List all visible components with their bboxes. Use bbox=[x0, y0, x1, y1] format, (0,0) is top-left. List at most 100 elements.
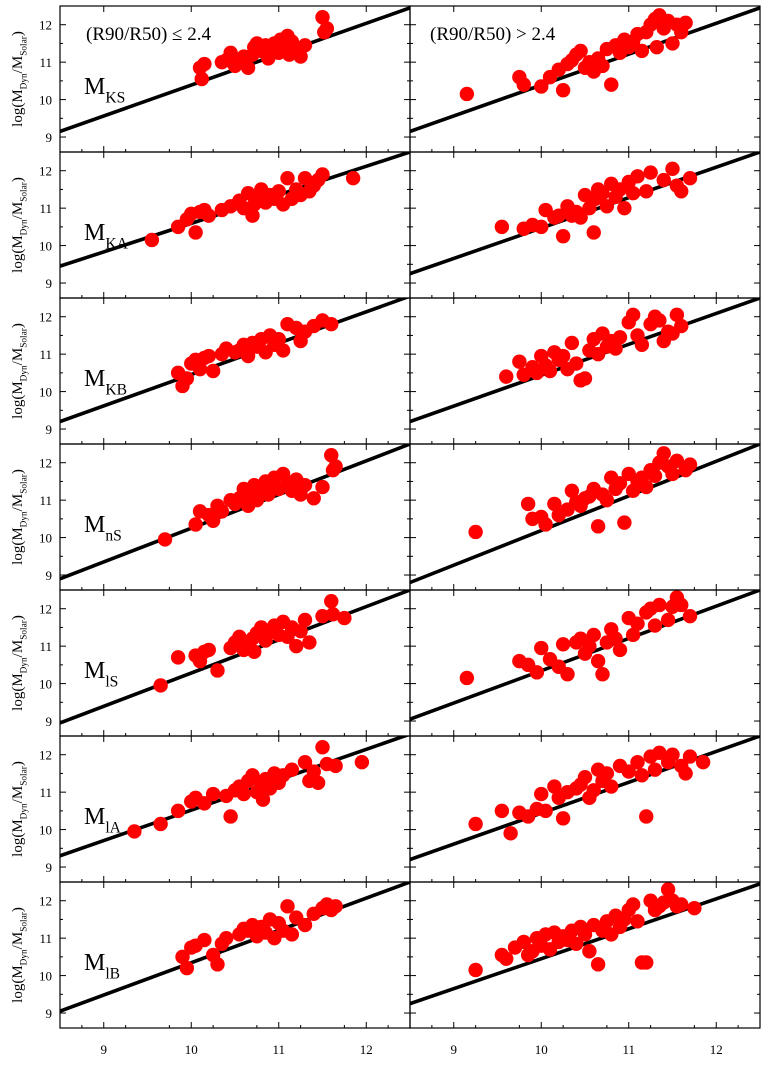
data-point bbox=[586, 783, 601, 798]
data-point bbox=[468, 816, 483, 832]
data-point bbox=[599, 199, 615, 214]
data-point bbox=[240, 348, 256, 364]
data-point bbox=[608, 631, 623, 646]
data-point bbox=[324, 594, 339, 609]
data-point bbox=[302, 635, 317, 650]
row-label: MKS bbox=[84, 74, 125, 106]
data-point bbox=[127, 824, 142, 839]
data-point bbox=[354, 755, 370, 770]
data-point bbox=[201, 208, 216, 223]
data-point bbox=[324, 448, 339, 463]
y-tick-label: 10 bbox=[39, 385, 52, 400]
data-point bbox=[297, 477, 313, 493]
x-tick-label: 12 bbox=[360, 1042, 373, 1057]
data-point bbox=[604, 779, 619, 794]
data-point bbox=[175, 949, 190, 965]
data-point bbox=[214, 504, 230, 519]
data-point bbox=[582, 944, 597, 959]
data-point bbox=[612, 476, 628, 491]
y-tick-label: 9 bbox=[46, 860, 53, 875]
data-point bbox=[275, 343, 291, 358]
x-tick-label: 10 bbox=[535, 1042, 548, 1057]
data-point bbox=[144, 232, 160, 248]
data-point bbox=[194, 71, 209, 87]
data-point bbox=[280, 899, 295, 914]
data-point bbox=[459, 670, 475, 686]
data-point bbox=[494, 803, 510, 819]
data-point bbox=[503, 826, 518, 841]
data-point bbox=[555, 348, 571, 364]
data-point bbox=[197, 932, 212, 948]
data-point bbox=[625, 627, 641, 643]
data-point bbox=[197, 796, 212, 811]
y-tick-label: 12 bbox=[39, 602, 52, 617]
data-point bbox=[534, 79, 549, 94]
data-point bbox=[325, 607, 341, 622]
data-point bbox=[315, 479, 330, 495]
data-point bbox=[652, 313, 667, 328]
data-point bbox=[210, 663, 225, 678]
data-point bbox=[201, 642, 216, 658]
data-point bbox=[612, 330, 628, 345]
y-tick-label: 12 bbox=[39, 748, 52, 763]
data-point bbox=[315, 167, 330, 182]
data-point bbox=[617, 515, 632, 530]
column-title-right: (R90/R50) > 2.4 bbox=[430, 24, 556, 45]
data-point bbox=[297, 917, 313, 933]
data-point bbox=[625, 307, 641, 323]
data-point bbox=[630, 755, 645, 770]
data-point bbox=[534, 219, 549, 235]
data-point bbox=[153, 678, 168, 693]
data-point bbox=[695, 755, 711, 770]
data-point bbox=[639, 184, 654, 199]
y-axis-label: log(MDyn/MSolar) bbox=[10, 31, 30, 127]
data-point bbox=[564, 483, 580, 498]
data-point bbox=[573, 43, 588, 59]
data-point bbox=[621, 764, 636, 779]
data-point bbox=[665, 36, 680, 51]
y-tick-label: 10 bbox=[39, 531, 52, 546]
data-point bbox=[153, 816, 168, 832]
x-tick-label: 12 bbox=[710, 1042, 723, 1057]
fit-line bbox=[60, 444, 410, 581]
x-axis-labels: 9101112log(MVirial/MSolar)9101112log(MVi… bbox=[101, 1042, 723, 1057]
y-tick-label: 11 bbox=[39, 785, 52, 800]
data-point bbox=[328, 758, 343, 774]
data-point bbox=[656, 446, 671, 461]
data-point bbox=[236, 786, 251, 802]
y-axis-labels: log(MDyn/MSolar) log(MDyn/MSolar) log(MDyn… bbox=[10, 31, 30, 1003]
data-point bbox=[564, 335, 580, 351]
data-point bbox=[682, 609, 698, 624]
data-point bbox=[170, 650, 186, 665]
row-label: MnS bbox=[84, 512, 122, 544]
data-point bbox=[590, 653, 606, 669]
data-point bbox=[660, 612, 676, 628]
panel-frame bbox=[59, 589, 411, 737]
y-tick-label: 10 bbox=[39, 239, 52, 254]
panel-frame bbox=[409, 881, 761, 1029]
data-point bbox=[538, 517, 553, 532]
data-point bbox=[652, 597, 667, 613]
data-point bbox=[634, 337, 650, 352]
panel-frame bbox=[59, 881, 411, 1029]
data-point bbox=[665, 747, 680, 762]
data-point bbox=[617, 200, 632, 216]
data-point bbox=[284, 927, 300, 942]
data-point bbox=[625, 185, 641, 201]
data-point bbox=[682, 171, 698, 186]
data-point bbox=[310, 775, 326, 790]
data-point bbox=[328, 459, 343, 474]
data-point bbox=[459, 86, 475, 102]
y-axis-label: log(MDyn/MSolar) bbox=[10, 907, 30, 1003]
data-point bbox=[468, 524, 483, 540]
data-point bbox=[590, 519, 606, 534]
data-point bbox=[612, 642, 628, 658]
data-point bbox=[157, 532, 173, 547]
data-point bbox=[678, 766, 693, 781]
panel-lA-left: 9 10 11 12 MlA bbox=[39, 735, 411, 883]
